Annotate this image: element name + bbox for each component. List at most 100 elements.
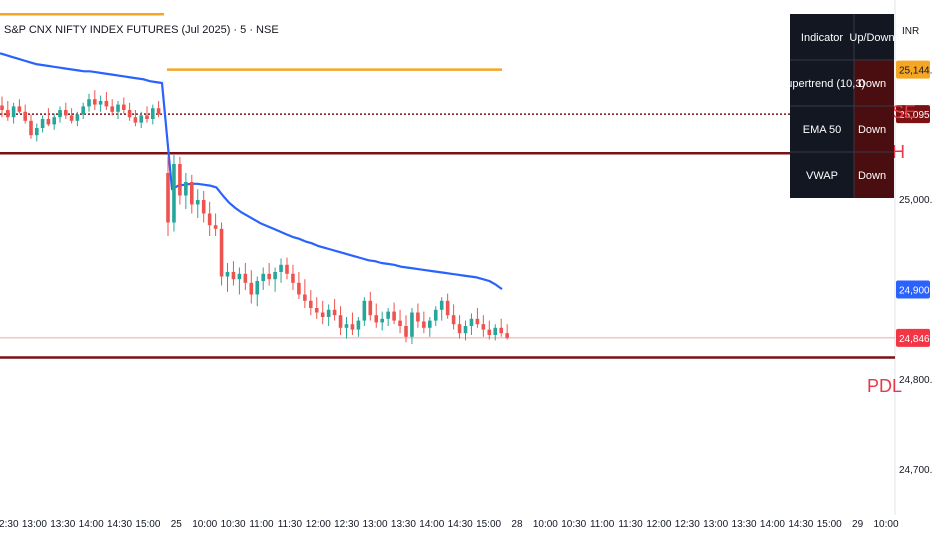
table-value-cell — [854, 106, 894, 152]
time-tick: 15:00 — [817, 519, 842, 530]
candle-body — [291, 273, 295, 283]
candle-body — [463, 326, 468, 334]
last-price-price-text: 24,846.80 — [899, 334, 932, 345]
time-tick: 25 — [171, 519, 183, 530]
time-tick: 10:00 — [192, 519, 217, 530]
candle-body — [6, 110, 10, 118]
candle-body — [326, 309, 331, 317]
candlestick-series — [0, 90, 509, 344]
candle-body — [69, 115, 74, 121]
time-tick: 11:00 — [249, 519, 274, 530]
time-tick: 11:30 — [618, 519, 643, 530]
table-header-cell — [854, 14, 894, 60]
candle-body — [93, 99, 97, 105]
candle-body — [11, 106, 16, 118]
candle-body — [122, 104, 126, 110]
level-lines — [0, 68, 895, 359]
candle-body — [133, 117, 138, 123]
candle-body — [172, 164, 176, 223]
table-value-cell — [854, 152, 894, 198]
candle-body — [404, 326, 408, 337]
candle-body — [439, 300, 444, 310]
time-tick: 14:30 — [788, 519, 813, 530]
candle-body — [207, 213, 212, 226]
time-tick: 13:00 — [22, 519, 47, 530]
candle-body — [350, 324, 355, 330]
table-row-ema-value: Down — [858, 124, 886, 136]
candle-body — [195, 200, 200, 205]
candle-body — [225, 272, 230, 277]
candle-body — [499, 327, 503, 334]
time-tick: 14:30 — [448, 519, 473, 530]
candle-body — [374, 315, 379, 323]
candle-body — [201, 200, 206, 214]
candle-body — [416, 312, 420, 322]
candle-body — [338, 315, 343, 328]
ema-50-series — [0, 52, 503, 290]
time-tick: 12:00 — [646, 519, 671, 530]
candle-body — [145, 115, 149, 119]
time-tick: 14:00 — [419, 519, 444, 530]
time-tick: 10:00 — [533, 519, 558, 530]
time-tick: 14:30 — [107, 519, 132, 530]
time-tick: 11:30 — [278, 519, 303, 530]
time-tick: 12:30 — [0, 519, 19, 530]
candle-body — [249, 282, 254, 295]
time-tick: 12:30 — [675, 519, 700, 530]
previous-close-price-tag — [896, 105, 930, 124]
candle-body — [29, 120, 33, 136]
candle-body — [261, 273, 265, 281]
time-tick: 13:00 — [363, 519, 388, 530]
time-tick: 10:30 — [221, 519, 246, 530]
indicator-table: Indicator Up/Down Supertrend (10,3) Down… — [779, 14, 895, 198]
price-tick: 24,800.00 — [899, 375, 932, 386]
candle-body — [469, 318, 474, 326]
pdl-label: PDL — [867, 376, 902, 396]
candle-body — [98, 101, 103, 105]
candle-body — [87, 99, 91, 107]
candle-body — [255, 281, 260, 295]
candle-body — [368, 300, 373, 316]
candle-body — [151, 108, 155, 119]
candle-body — [139, 115, 143, 123]
candle-body — [0, 105, 4, 110]
candle-body — [75, 114, 80, 121]
time-tick: 13:30 — [732, 519, 757, 530]
time-tick: 28 — [511, 519, 523, 530]
last-price-price-tag — [896, 328, 930, 347]
candle-body — [314, 308, 319, 313]
time-tick: 12:00 — [306, 519, 331, 530]
candle-body — [81, 106, 85, 115]
ema-50-price-text: 24,900.51 — [899, 286, 932, 297]
candle-body — [104, 101, 109, 107]
candle-body — [64, 110, 68, 116]
time-tick: 13:00 — [703, 519, 728, 530]
candle-body — [445, 300, 450, 316]
time-axis[interactable]: 12:3013:0013:3014:0014:3015:002510:0010:… — [0, 519, 899, 530]
candle-body — [178, 164, 182, 196]
candle-body — [309, 300, 313, 308]
candle-body — [23, 111, 27, 121]
candle-body — [297, 282, 301, 295]
previous-close-price-text: 25,095.40 — [899, 110, 932, 121]
candle-body — [52, 117, 56, 125]
candle-body — [428, 320, 432, 328]
candle-body — [410, 312, 414, 337]
candle-body — [58, 110, 62, 118]
candle-body — [243, 273, 248, 283]
time-tick: 12:30 — [334, 519, 359, 530]
candle-body — [190, 182, 194, 205]
candle-body — [303, 294, 307, 301]
candle-body — [213, 225, 218, 229]
candle-body — [362, 300, 367, 321]
time-tick: 10:30 — [561, 519, 586, 530]
candle-body — [127, 110, 132, 118]
table-row-ema-name: EMA 50 — [803, 124, 842, 136]
time-tick: 11:00 — [590, 519, 615, 530]
price-tick: 25,000.00 — [899, 195, 932, 206]
candle-body — [17, 106, 22, 112]
chart-title: S&P CNX NIFTY INDEX FUTURES (Jul 2025) ·… — [4, 24, 279, 36]
candle-body — [237, 273, 242, 280]
candle-body — [110, 106, 114, 112]
